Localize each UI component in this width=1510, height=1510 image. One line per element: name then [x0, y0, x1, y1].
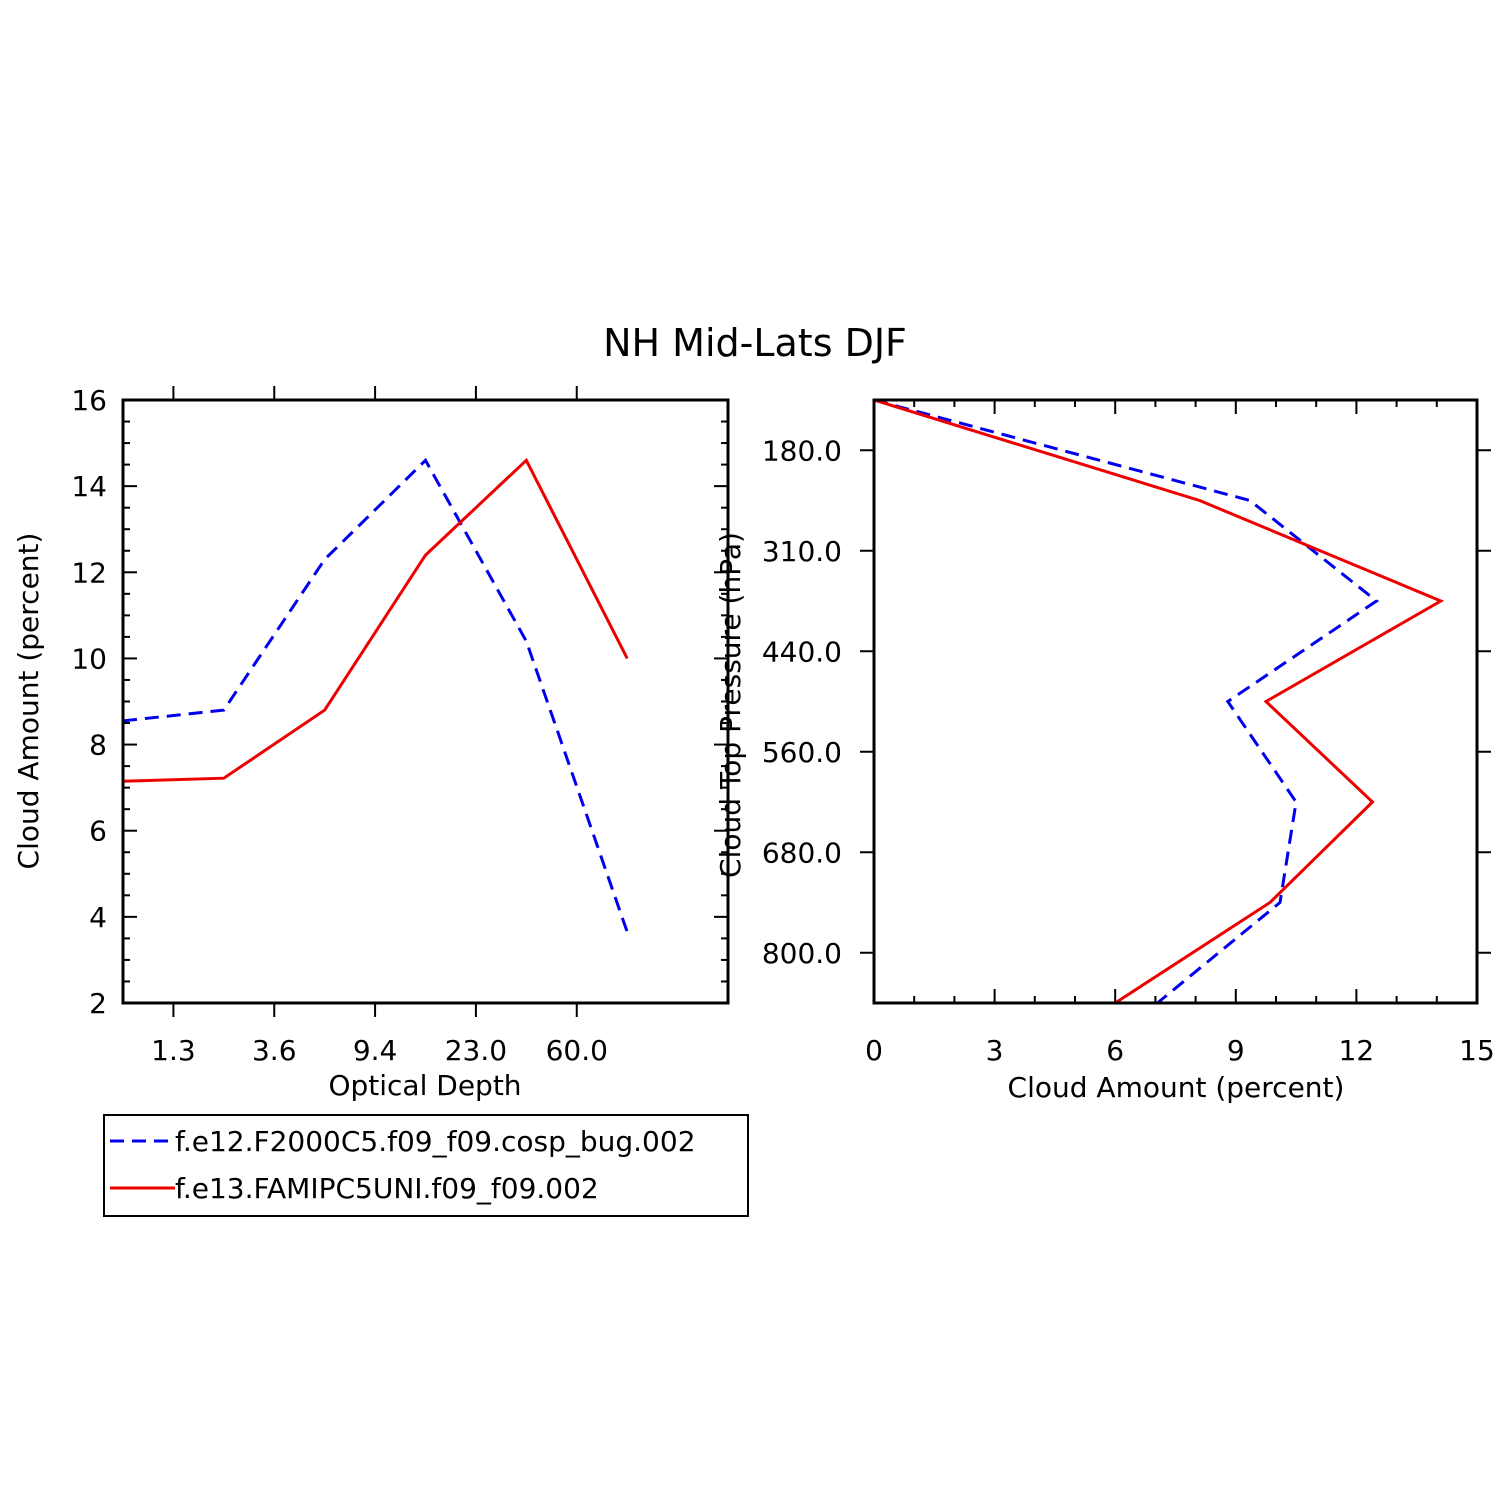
- x-tick-label: 3: [986, 1034, 1004, 1067]
- left-tick-labels: 2 4 6 8 10 12 14 16 1.3 3.6 9.4 23.0 60.0: [71, 384, 608, 1067]
- y-tick-label: 6: [89, 815, 107, 848]
- left-plot-frame: [121, 398, 730, 1005]
- left-y-axis-label: Cloud Amount (percent): [12, 533, 45, 870]
- x-tick-label: 1.3: [151, 1034, 196, 1067]
- series-line-dashed: [122, 457, 629, 933]
- legend-label: f.e13.FAMIPC5UNI.f09_f09.002: [175, 1172, 599, 1205]
- legend-box: [103, 1114, 749, 1217]
- right-ticks: [860, 400, 1491, 1003]
- left-panel: 2 4 6 8 10 12 14 16 1.3 3.6 9.4 23.0 60.0 Optical De…: [12, 384, 730, 1102]
- legend: f.e12.F2000C5.f09_f09.cosp_bug.002 f.e13…: [103, 1114, 749, 1217]
- right-plot-frame: [872, 398, 1479, 1005]
- x-tick-label: 9.4: [353, 1034, 398, 1067]
- y-tick-label: 4: [89, 901, 107, 934]
- x-tick-label: 15: [1459, 1034, 1495, 1067]
- x-tick-label: 0: [865, 1034, 883, 1067]
- y-tick-label: 560.0: [762, 736, 842, 769]
- y-tick-label: 180.0: [762, 434, 842, 467]
- y-tick-label: 10: [71, 642, 107, 675]
- y-tick-label: 680.0: [762, 836, 842, 869]
- y-tick-label: 800.0: [762, 937, 842, 970]
- y-tick-label: 16: [71, 384, 107, 417]
- series-line-dashed: [873, 398, 1380, 1005]
- x-tick-label: 12: [1339, 1034, 1375, 1067]
- y-tick-label: 14: [71, 470, 107, 503]
- y-tick-label: 2: [89, 987, 107, 1020]
- left-ticks: [123, 386, 728, 1017]
- legend-label: f.e12.F2000C5.f09_f09.cosp_bug.002: [175, 1125, 696, 1158]
- figure-title: NH Mid-Lats DJF: [603, 321, 907, 365]
- y-tick-label: 440.0: [762, 635, 842, 668]
- right-tick-labels: 0 3 6 9 12 15 180.0 310.0 440.0 560.0 680.0 800.0: [762, 434, 1495, 1067]
- series-line-solid: [873, 398, 1445, 1005]
- right-x-axis-label: Cloud Amount (percent): [1008, 1071, 1345, 1104]
- x-tick-label: 23.0: [445, 1034, 507, 1067]
- y-tick-label: 12: [71, 556, 107, 589]
- right-y-axis-label: Cloud Top Pressure (hPa): [714, 532, 747, 878]
- x-tick-label: 6: [1106, 1034, 1124, 1067]
- y-tick-label: 8: [89, 729, 107, 762]
- x-tick-label: 3.6: [252, 1034, 297, 1067]
- x-tick-label: 9: [1227, 1034, 1245, 1067]
- right-panel: 0 3 6 9 12 15 180.0 310.0 440.0 560.0 680.0 800.0 C…: [714, 398, 1495, 1104]
- y-tick-label: 310.0: [762, 535, 842, 568]
- series-line-solid: [122, 457, 629, 783]
- left-series: [122, 457, 629, 933]
- right-series: [873, 398, 1445, 1005]
- x-tick-label: 60.0: [546, 1034, 608, 1067]
- left-x-axis-label: Optical Depth: [328, 1069, 521, 1102]
